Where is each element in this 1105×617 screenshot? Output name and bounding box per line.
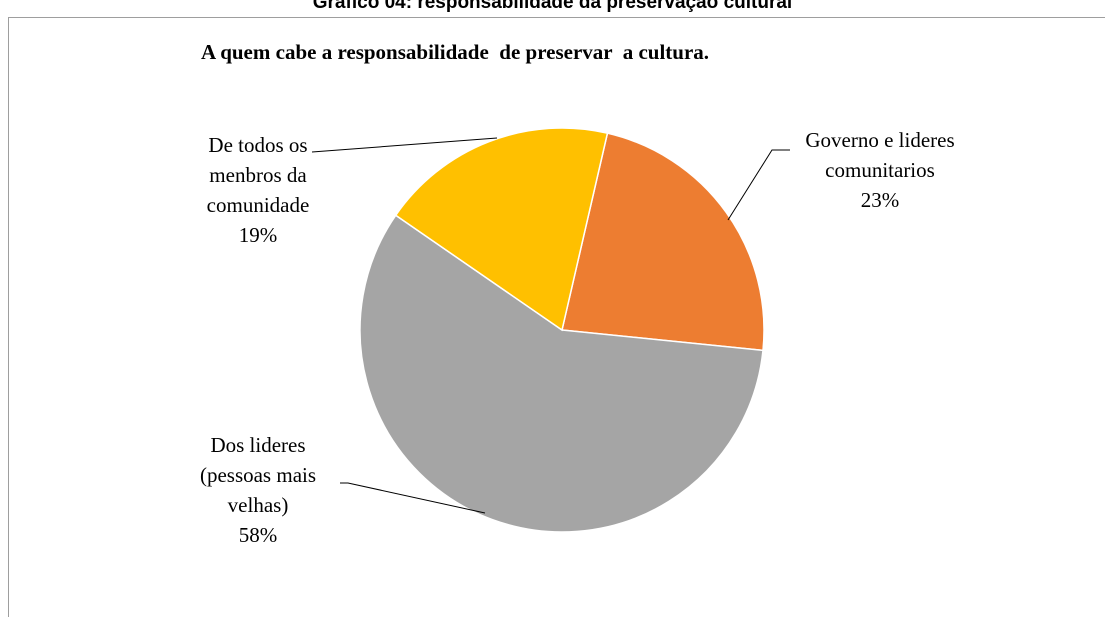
pie-slice-3 xyxy=(394,127,609,332)
leader-line-2 xyxy=(340,482,486,514)
data-label-text-2: velhas) xyxy=(228,493,289,517)
data-labels: Governo e lideres comunitarios 23% Dos lide… xyxy=(200,128,955,547)
pie-chart: A quem cabe a responsabilidade de preser… xyxy=(200,40,955,547)
data-label-value-3: 19% xyxy=(239,223,278,247)
chart-frame xyxy=(8,17,1105,617)
data-label-text-3: menbros da xyxy=(209,163,307,187)
leader-line-1 xyxy=(727,149,790,221)
data-label-text-2: (pessoas mais xyxy=(200,463,316,487)
leader-lines xyxy=(311,137,790,514)
data-label-value-2: 58% xyxy=(239,523,278,547)
pie-slice-2 xyxy=(359,214,764,533)
data-label-value-1: 23% xyxy=(861,188,900,212)
data-label-text-3: De todos os xyxy=(208,133,307,157)
figure-caption: Gráfico 04: responsabilidade da preserva… xyxy=(312,0,793,13)
pie-slice-1 xyxy=(561,132,765,352)
pie-slices xyxy=(359,127,765,533)
data-label-text-1: Governo e lideres xyxy=(805,128,954,152)
data-label-text-3: comunidade xyxy=(207,193,310,217)
data-label-text-2: Dos lideres xyxy=(210,433,305,457)
leader-line-3 xyxy=(311,137,498,153)
data-label-text-1: comunitarios xyxy=(825,158,935,182)
chart-title: A quem cabe a responsabilidade de preser… xyxy=(201,40,709,64)
